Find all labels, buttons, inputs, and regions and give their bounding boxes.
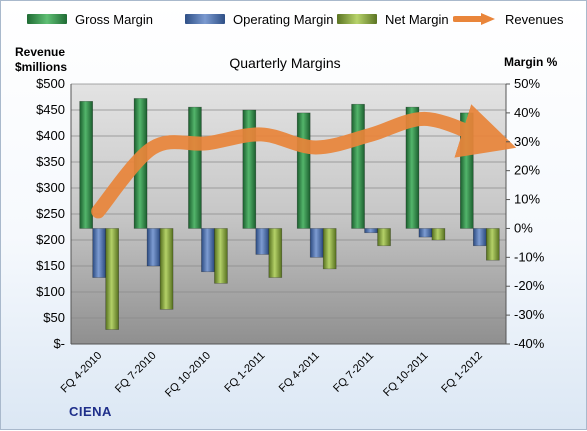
right-tick-label: 50%	[514, 76, 540, 91]
bar-operating-margin	[419, 228, 432, 237]
bar-net-margin	[378, 228, 391, 245]
left-tick-label: $100	[36, 284, 65, 299]
right-tick-label: -10%	[514, 249, 545, 264]
bar-gross-margin	[297, 113, 310, 229]
bar-net-margin	[106, 228, 119, 329]
category-label: FQ 7-2010	[113, 350, 159, 396]
bar-gross-margin	[352, 104, 365, 228]
bar-operating-margin	[473, 228, 486, 245]
left-tick-label: $150	[36, 258, 65, 273]
left-tick-label: $250	[36, 206, 65, 221]
bar-net-margin	[486, 228, 499, 260]
right-tick-label: 0%	[514, 220, 533, 235]
right-tick-label: 10%	[514, 192, 540, 207]
right-tick-label: 30%	[514, 134, 540, 149]
left-tick-label: $500	[36, 76, 65, 91]
bar-net-margin	[269, 228, 282, 277]
category-label: FQ 4-2011	[277, 350, 322, 395]
right-tick-label: 40%	[514, 105, 540, 120]
bar-operating-margin	[147, 228, 160, 266]
company-logo: CIENA	[69, 404, 112, 419]
left-tick-label: $350	[36, 154, 65, 169]
right-tick-label: 20%	[514, 163, 540, 178]
category-label: FQ 10-2011	[381, 350, 430, 399]
right-tick-label: -30%	[514, 307, 545, 322]
left-tick-label: $400	[36, 128, 65, 143]
category-label: FQ 7-2011	[331, 350, 376, 395]
left-tick-label: $300	[36, 180, 65, 195]
bar-net-margin	[160, 228, 173, 309]
category-label: FQ 10-2010	[163, 350, 213, 400]
left-tick-label: $450	[36, 102, 65, 117]
bar-net-margin	[432, 228, 445, 240]
bar-gross-margin	[188, 107, 201, 228]
bar-gross-margin	[80, 101, 93, 228]
category-label: FQ 1-2012	[439, 350, 485, 396]
bar-operating-margin	[365, 228, 378, 232]
category-label: FQ 4-2010	[59, 350, 105, 396]
right-tick-label: -40%	[514, 336, 545, 351]
bar-operating-margin	[93, 228, 106, 277]
bar-operating-margin	[201, 228, 214, 271]
left-tick-label: $50	[43, 310, 65, 325]
left-tick-label: $200	[36, 232, 65, 247]
left-tick-label: $-	[53, 336, 65, 351]
right-tick-label: -20%	[514, 278, 545, 293]
bar-net-margin	[214, 228, 227, 283]
bar-net-margin	[323, 228, 336, 268]
bar-operating-margin	[310, 228, 323, 257]
category-label: FQ 1-2011	[222, 350, 267, 395]
bar-operating-margin	[256, 228, 269, 254]
